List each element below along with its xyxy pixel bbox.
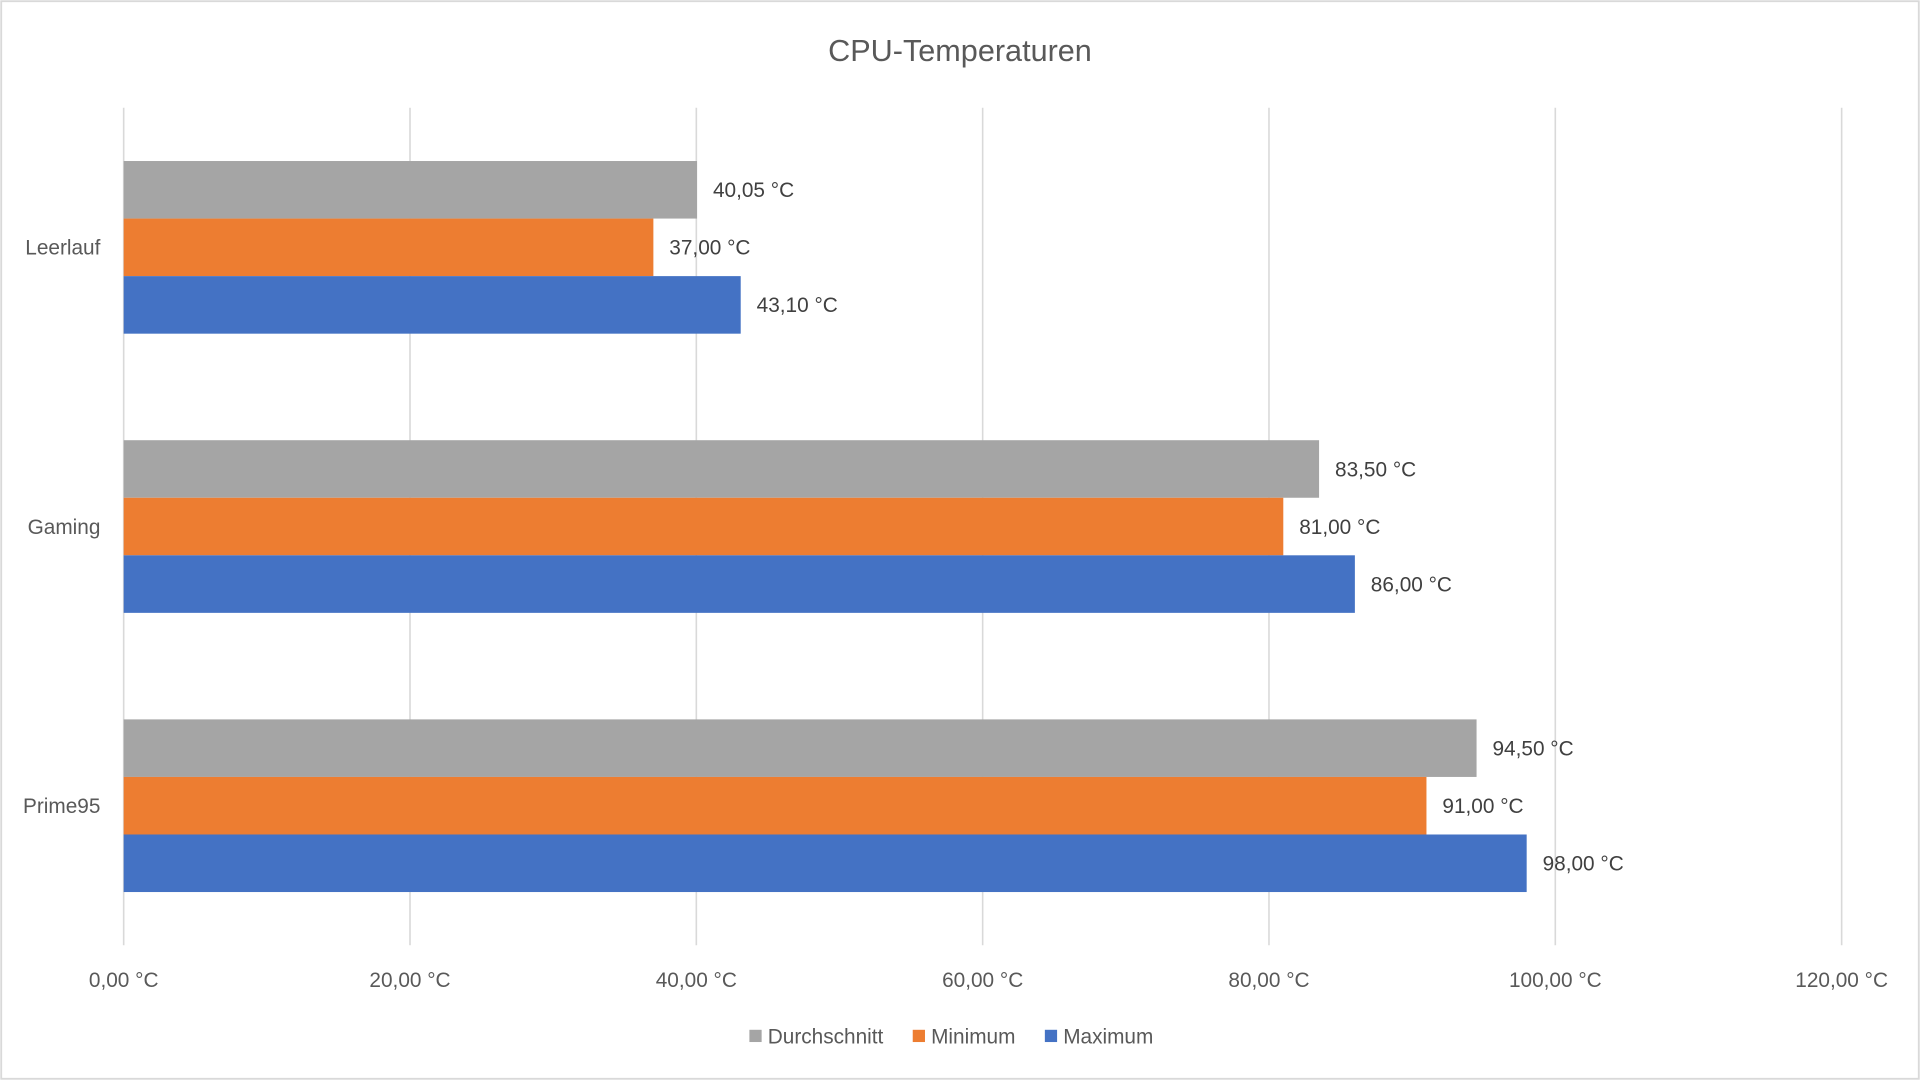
data-label: 83,50 °C xyxy=(1335,458,1416,481)
data-label: 81,00 °C xyxy=(1299,516,1380,539)
data-labels: 40,05 °C 37,00 °C 43,10 °C 83,50 °C 81,00 °C… xyxy=(669,179,1623,875)
data-label: 91,00 °C xyxy=(1442,795,1523,818)
bar-durchschnitt xyxy=(123,440,1320,498)
category-label: Prime95 xyxy=(23,795,100,818)
bar-durchschnitt xyxy=(123,719,1477,777)
data-label: 37,00 °C xyxy=(669,237,750,260)
legend-label: Maximum xyxy=(1063,1025,1153,1048)
legend-swatch xyxy=(749,1029,762,1043)
x-tick-label: 120,00 °C xyxy=(1795,969,1888,992)
bar-maximum xyxy=(123,834,1527,893)
legend-label: Durchschnitt xyxy=(768,1025,884,1048)
x-tick-label: 40,00 °C xyxy=(656,969,737,992)
data-label: 94,50 °C xyxy=(1492,738,1573,761)
x-axis-ticks: 0,00 °C 20,00 °C 40,00 °C 60,00 °C 80,00 °C 1… xyxy=(89,969,1888,992)
bar-minimum xyxy=(123,497,1284,556)
data-label: 98,00 °C xyxy=(1543,853,1624,876)
x-tick-label: 0,00 °C xyxy=(89,969,159,992)
legend-label: Minimum xyxy=(931,1025,1015,1048)
bar-maximum xyxy=(123,276,741,334)
legend-swatch xyxy=(912,1029,925,1043)
data-label: 86,00 °C xyxy=(1371,573,1452,596)
bar-durchschnitt xyxy=(123,161,698,219)
chart-title: CPU-Temperaturen xyxy=(828,34,1092,68)
bar-minimum xyxy=(123,776,1427,835)
bar-minimum xyxy=(123,218,654,277)
legend: Durchschnitt Minimum Maximum xyxy=(749,1025,1153,1048)
bars xyxy=(123,161,1527,893)
data-label: 40,05 °C xyxy=(713,179,794,202)
x-tick-label: 100,00 °C xyxy=(1509,969,1602,992)
x-tick-label: 80,00 °C xyxy=(1228,969,1309,992)
category-label: Leerlauf xyxy=(25,237,100,260)
bar-maximum xyxy=(123,555,1355,613)
x-tick-label: 60,00 °C xyxy=(942,969,1023,992)
category-label: Gaming xyxy=(28,516,101,539)
data-label: 43,10 °C xyxy=(757,294,838,317)
category-labels: Leerlauf Gaming Prime95 xyxy=(23,237,101,818)
x-tick-label: 20,00 °C xyxy=(369,969,450,992)
legend-swatch xyxy=(1044,1029,1058,1043)
